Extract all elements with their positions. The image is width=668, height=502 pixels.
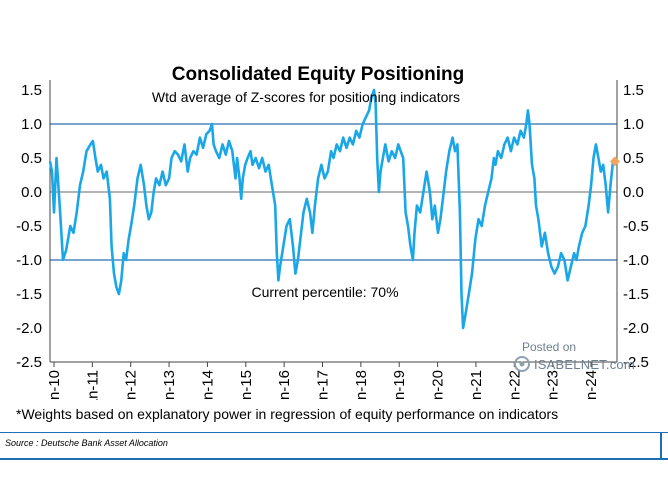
y-tick-label-left: 1.5 [21, 82, 42, 99]
x-tick-label: Jan-16 [276, 370, 293, 400]
y-tick-label-right: -0.5 [623, 218, 649, 235]
x-tick-label: Jan-15 [238, 370, 255, 400]
y-tick-label-right: -1.5 [623, 286, 649, 303]
y-tick-label-right: 0.5 [623, 150, 644, 167]
x-tick-label: Jan-14 [199, 370, 216, 400]
chart: 1.5 1.5 1.0 1.0 0.5 0.5 0.0 0.0 -0.5 -0.5 -1.0 -1.0… [16, 64, 649, 400]
y-tick-label-left: -2.5 [16, 354, 42, 371]
x-tick-label: Jan-12 [123, 370, 140, 400]
latest-value-marker [609, 156, 620, 167]
y-tick-label-right: 0.0 [623, 184, 644, 201]
source-divider-top [0, 432, 668, 433]
x-tick-label: Jan-20 [430, 370, 447, 400]
y-tick-label-left: -2.0 [16, 320, 42, 337]
y-tick-label-left: 0.0 [21, 184, 42, 201]
x-tick-label: Jan-10 [46, 370, 63, 400]
y-tick-label-right: 1.0 [623, 116, 644, 133]
x-tick-label: Jan-11 [84, 370, 101, 400]
x-tick-label: Jan-17 [315, 370, 332, 400]
x-tick-label: Jan-13 [161, 370, 178, 400]
x-tick-label: Jan-19 [391, 370, 408, 400]
y-tick-label-right: -2.0 [623, 320, 649, 337]
plot-area: 1.5 1.5 1.0 1.0 0.5 0.5 0.0 0.0 -0.5 -0.5 -1.0 -1.0… [16, 80, 649, 400]
x-tick-label: Jan-24 [583, 370, 600, 400]
positioning-line [48, 88, 615, 330]
x-tick-label: Jan-23 [545, 370, 562, 400]
footnote: *Weights based on explanatory power in r… [16, 406, 559, 422]
watermark-posted-label: Posted on [522, 340, 577, 354]
y-tick-label-left: -0.5 [16, 218, 42, 235]
x-tick-label: Jan-22 [506, 370, 523, 400]
source-divider-bottom [0, 458, 668, 460]
current-percentile-annotation: Current percentile: 70% [251, 284, 398, 300]
y-tick-label-left: 0.5 [21, 150, 42, 167]
y-tick-label-left: 1.0 [21, 116, 42, 133]
y-tick-label-left: -1.0 [16, 252, 42, 269]
isabelnet-logo-icon [514, 356, 530, 372]
y-tick-label-left: -1.5 [16, 286, 42, 303]
source-divider-right [660, 432, 662, 460]
y-tick-label-right: 1.5 [623, 82, 644, 99]
source-note: Source : Deutsche Bank Asset Allocation [5, 438, 168, 448]
x-tick-label: Jan-21 [468, 370, 485, 400]
y-tick-label-right: -2.5 [623, 354, 649, 371]
watermark-brand: ISABELNET.com [534, 357, 635, 372]
chart-title: Consolidated Equity Positioning [172, 64, 464, 85]
chart-subtitle: Wtd average of Z-scores for positioning … [152, 89, 460, 105]
x-tick-label: Jan-18 [353, 370, 370, 400]
y-tick-label-right: -1.0 [623, 252, 649, 269]
